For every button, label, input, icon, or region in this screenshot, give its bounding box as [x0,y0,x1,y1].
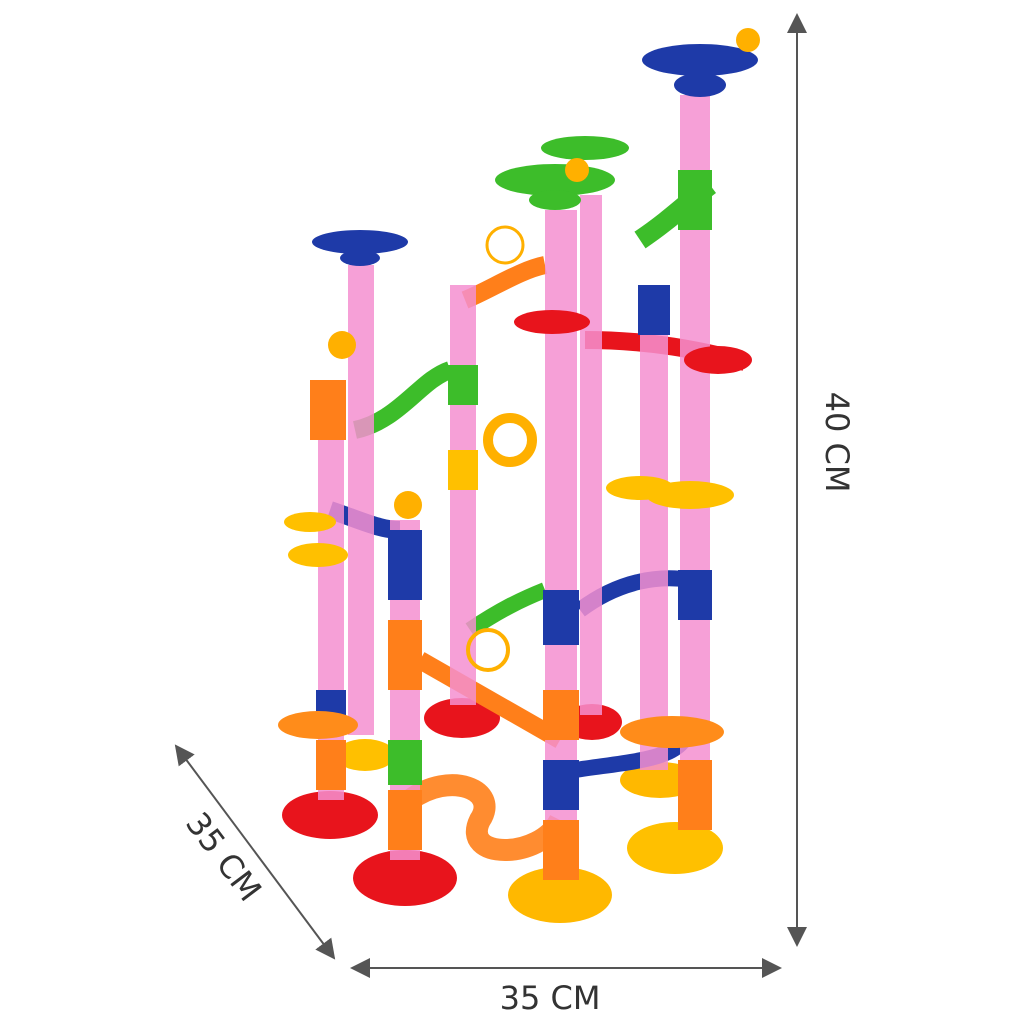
depth-arrow [174,744,336,960]
depth-label: 35 CM [178,805,269,908]
marble-run [278,28,760,923]
height-label: 40 CM [818,392,856,493]
dimension-arrows [174,12,807,978]
width-label: 35 CM [500,979,601,1017]
